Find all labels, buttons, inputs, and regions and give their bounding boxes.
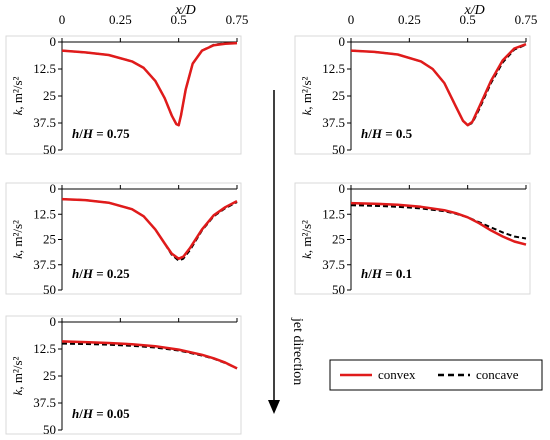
panel-1: 0 12.5 25 37.5 50 0 0.25 0.5 0.75 x/D k, m²/s² h/H …	[5, 3, 249, 157]
y-axis-title: k, m²/s²	[299, 76, 314, 115]
y-tick-label: 37.5	[322, 115, 345, 130]
y-axis-title: k, m²/s²	[10, 220, 25, 259]
y-tick-label: 25	[43, 368, 56, 383]
y-tick-label: 12.5	[33, 206, 56, 221]
y-tick-label: 12.5	[322, 61, 345, 76]
jet-direction-arrowhead	[268, 400, 280, 414]
x-tick-label: 0.75	[226, 12, 249, 27]
series-line-concave	[61, 342, 238, 370]
y-tick-label: 25	[332, 88, 345, 103]
y-tick-label: 50	[332, 282, 345, 297]
series-line-concave	[350, 204, 527, 240]
x-tick-label: 0.25	[398, 12, 421, 27]
legend-label-convex: convex	[378, 367, 416, 382]
x-axis-title: x/D	[175, 3, 196, 18]
series-line-concave	[350, 43, 527, 127]
y-tick-label: 0	[50, 34, 57, 49]
y-tick-label: 37.5	[33, 115, 56, 130]
series-line-concave	[61, 198, 238, 262]
y-tick-label: 0	[339, 181, 346, 196]
chart-panels: 0 12.5 25 37.5 50 0 0.25 0.5 0.75 x/D k, m²/s² h/H …	[5, 3, 538, 437]
x-tick-label: 0.5	[171, 12, 187, 27]
x-tick-label: 0.5	[460, 12, 476, 27]
panel-label: h/H = 0.75	[72, 126, 130, 141]
series-line-concave	[61, 41, 238, 127]
series-line-convex	[350, 201, 527, 246]
x-tick-label: 0	[348, 12, 355, 27]
panel-label: h/H = 0.05	[72, 406, 130, 421]
panel-label: h/H = 0.1	[361, 266, 412, 281]
panel-5: 0 12.5 25 37.5 50 k, m²/s² h/H = 0.05	[5, 314, 242, 437]
panel-label: h/H = 0.5	[361, 126, 413, 141]
y-tick-label: 50	[43, 142, 56, 157]
y-axis-title: k, m²/s²	[10, 356, 25, 395]
y-tick-label: 25	[332, 232, 345, 247]
y-tick-label: 37.5	[322, 257, 345, 272]
y-tick-label: 25	[43, 232, 56, 247]
y-tick-label: 37.5	[33, 395, 56, 410]
panel-border	[294, 182, 531, 295]
y-axis-title: k, m²/s²	[10, 76, 25, 115]
series-line-convex	[61, 197, 238, 260]
series-line-convex	[61, 340, 238, 370]
y-tick-label: 25	[43, 88, 56, 103]
y-tick-label: 50	[43, 422, 56, 437]
y-tick-label: 50	[332, 142, 345, 157]
y-axis-title: k, m²/s²	[299, 220, 314, 259]
jet-direction-label: jet direction	[290, 317, 305, 385]
panel-4: 0 12.5 25 37.5 50 k, m²/s² h/H = 0.1	[294, 181, 531, 297]
panel-border	[5, 35, 242, 155]
x-tick-label: 0.25	[109, 12, 132, 27]
panel-3: 0 12.5 25 37.5 50 k, m²/s² h/H = 0.25	[5, 181, 242, 297]
legend-label-concave: concave	[476, 367, 519, 382]
x-tick-label: 0.75	[515, 12, 538, 27]
panel-border	[294, 35, 531, 155]
y-tick-label: 12.5	[33, 61, 56, 76]
y-tick-label: 0	[50, 181, 57, 196]
y-tick-label: 37.5	[33, 257, 56, 272]
y-tick-label: 0	[339, 34, 346, 49]
y-tick-label: 12.5	[322, 206, 345, 221]
y-tick-label: 12.5	[33, 341, 56, 356]
series-line-convex	[350, 43, 527, 127]
legend: convex concave	[329, 359, 543, 391]
panel-label: h/H = 0.25	[72, 266, 130, 281]
y-tick-label: 0	[50, 314, 57, 329]
panel-border	[5, 315, 242, 435]
panel-border	[5, 182, 242, 295]
x-tick-label: 0	[59, 12, 66, 27]
series-line-convex	[61, 41, 238, 127]
x-axis-title: x/D	[464, 3, 485, 18]
y-tick-label: 50	[43, 282, 56, 297]
panel-2: 0 12.5 25 37.5 50 0 0.25 0.5 0.75 x/D k, m²/s² h/H …	[294, 3, 538, 157]
